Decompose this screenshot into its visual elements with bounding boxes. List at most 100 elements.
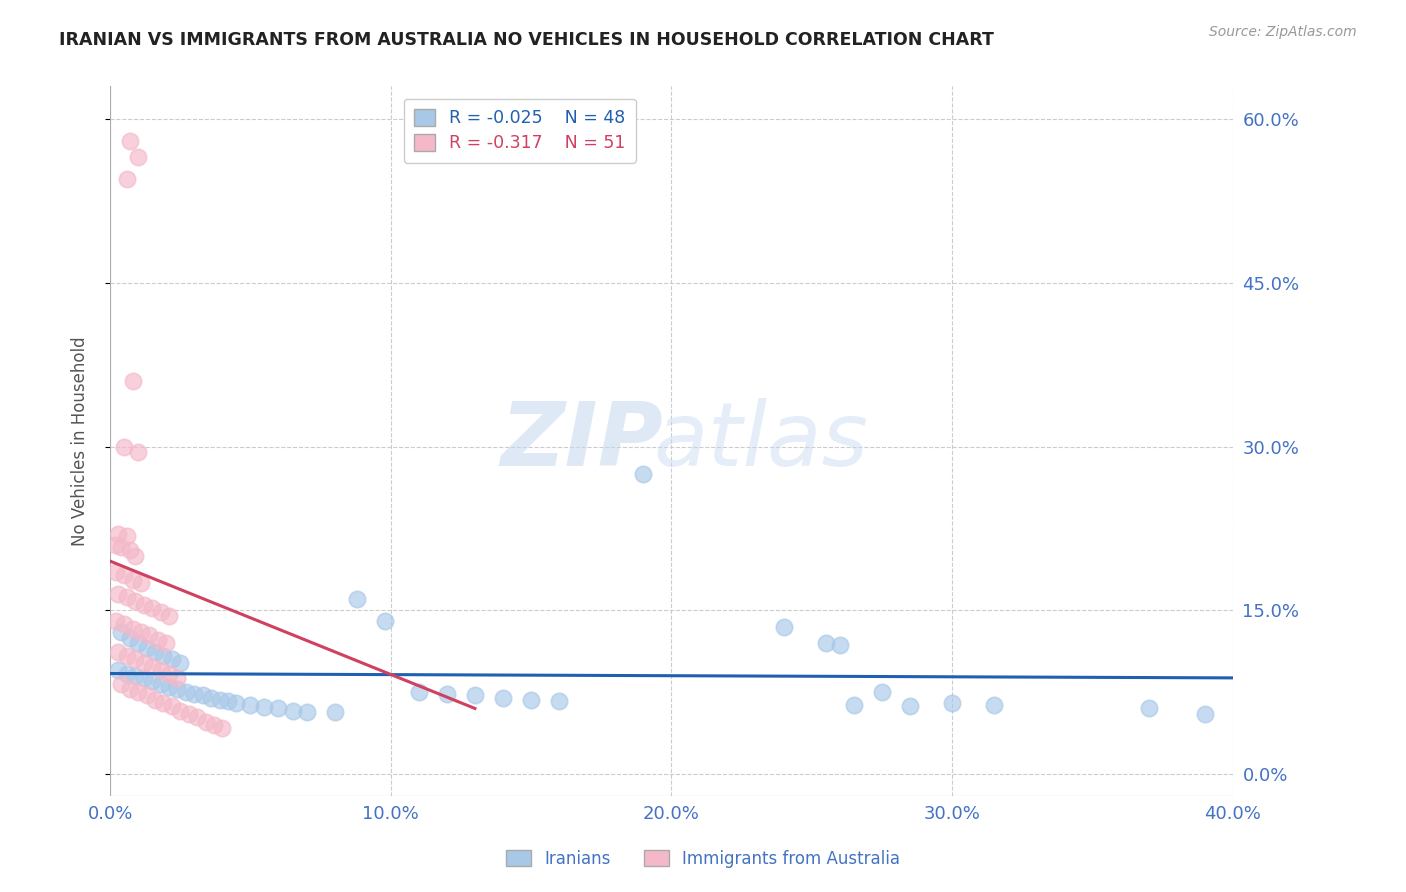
Point: [141, 660, 163, 674]
Point: [141, 601, 163, 615]
Point: [115, 666, 138, 681]
Point: [191, 689, 214, 703]
Point: [239, 698, 262, 713]
Point: [166, 681, 188, 696]
Point: [132, 671, 155, 685]
Point: [118, 543, 141, 558]
Point: [436, 687, 458, 701]
Point: [104, 614, 127, 628]
Point: [346, 592, 368, 607]
Point: [107, 526, 129, 541]
Point: [149, 677, 172, 691]
Point: [772, 619, 794, 633]
Point: [157, 666, 180, 681]
Point: [166, 671, 188, 685]
Point: [194, 714, 217, 729]
Point: [186, 710, 208, 724]
Point: [124, 594, 146, 608]
Point: [408, 685, 430, 699]
Point: [1137, 701, 1160, 715]
Point: [267, 701, 290, 715]
Point: [898, 699, 921, 714]
Point: [160, 652, 183, 666]
Point: [132, 598, 155, 612]
Text: ZIP: ZIP: [501, 398, 664, 484]
Point: [138, 628, 160, 642]
Point: [107, 663, 129, 677]
Point: [104, 565, 127, 579]
Point: [124, 652, 146, 666]
Point: [127, 445, 149, 459]
Point: [115, 590, 138, 604]
Point: [146, 632, 169, 647]
Point: [124, 549, 146, 563]
Y-axis label: No Vehicles in Household: No Vehicles in Household: [72, 336, 89, 546]
Point: [149, 663, 172, 677]
Point: [143, 692, 166, 706]
Point: [464, 689, 486, 703]
Point: [110, 677, 132, 691]
Point: [107, 587, 129, 601]
Point: [129, 625, 152, 640]
Point: [941, 696, 963, 710]
Point: [112, 440, 135, 454]
Point: [110, 540, 132, 554]
Point: [118, 681, 141, 696]
Point: [112, 617, 135, 632]
Point: [104, 538, 127, 552]
Point: [143, 645, 166, 659]
Point: [548, 694, 571, 708]
Point: [115, 529, 138, 543]
Point: [374, 614, 396, 628]
Point: [200, 690, 222, 705]
Point: [828, 638, 851, 652]
Point: [152, 648, 174, 663]
Text: Source: ZipAtlas.com: Source: ZipAtlas.com: [1209, 25, 1357, 39]
Point: [112, 568, 135, 582]
Point: [121, 374, 143, 388]
Point: [253, 700, 276, 714]
Point: [155, 636, 177, 650]
Point: [211, 721, 233, 735]
Point: [135, 689, 157, 703]
Point: [633, 467, 655, 481]
Point: [149, 606, 172, 620]
Point: [160, 699, 183, 714]
Text: IRANIAN VS IMMIGRANTS FROM AUSTRALIA NO VEHICLES IN HOUSEHOLD CORRELATION CHART: IRANIAN VS IMMIGRANTS FROM AUSTRALIA NO …: [59, 31, 994, 49]
Point: [118, 631, 141, 645]
Point: [323, 705, 346, 719]
Point: [208, 692, 231, 706]
Point: [983, 698, 1005, 713]
Point: [152, 696, 174, 710]
Point: [177, 706, 200, 721]
Point: [127, 150, 149, 164]
Point: [174, 685, 197, 699]
Point: [115, 648, 138, 663]
Legend: Iranians, Immigrants from Australia: Iranians, Immigrants from Australia: [499, 844, 907, 875]
Point: [124, 669, 146, 683]
Point: [520, 692, 543, 706]
Point: [492, 690, 515, 705]
Point: [814, 636, 837, 650]
Point: [842, 698, 865, 713]
Point: [870, 685, 893, 699]
Point: [157, 608, 180, 623]
Point: [107, 645, 129, 659]
Point: [121, 573, 143, 587]
Point: [127, 636, 149, 650]
Point: [135, 641, 157, 656]
Point: [132, 656, 155, 670]
Text: atlas: atlas: [654, 398, 869, 484]
Point: [121, 622, 143, 636]
Point: [202, 718, 225, 732]
Point: [217, 694, 239, 708]
Point: [1194, 706, 1216, 721]
Point: [295, 705, 318, 719]
Point: [141, 674, 163, 689]
Point: [129, 576, 152, 591]
Point: [281, 704, 304, 718]
Point: [118, 134, 141, 148]
Point: [110, 625, 132, 640]
Legend: R = -0.025    N = 48, R = -0.317    N = 51: R = -0.025 N = 48, R = -0.317 N = 51: [404, 99, 636, 163]
Point: [169, 656, 191, 670]
